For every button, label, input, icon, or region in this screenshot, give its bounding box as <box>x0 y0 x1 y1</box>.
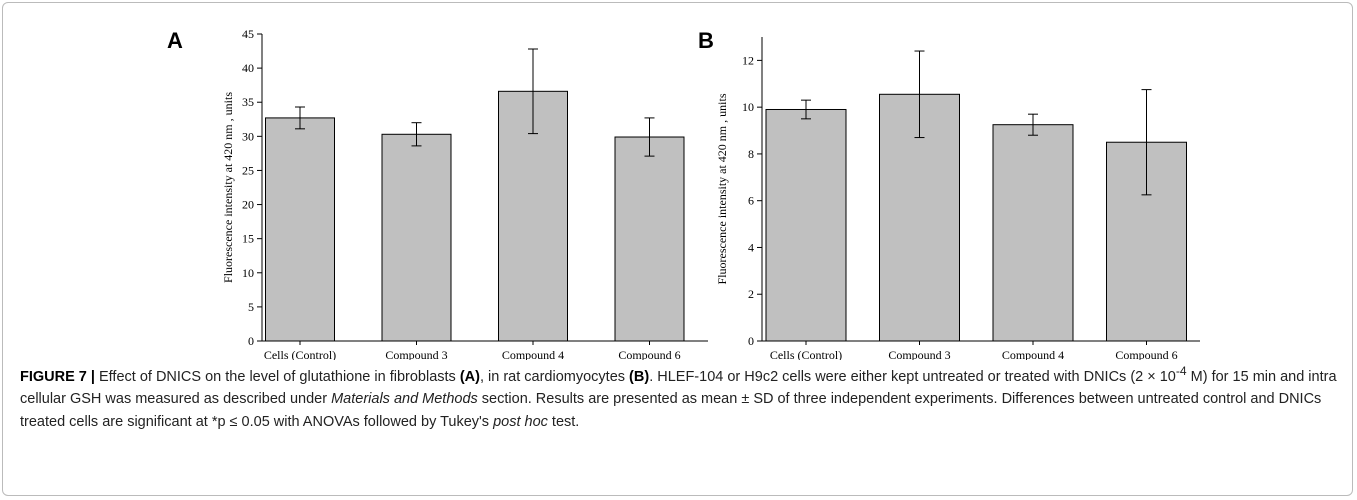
y-axis-label: Fluorescence intensity at 420 nm , units <box>715 93 729 284</box>
x-tick-label: Compound 6 <box>1115 348 1177 360</box>
y-tick-label: 35 <box>242 95 254 109</box>
caption-text: . HLEF-104 or H9c2 cells were either kep… <box>649 368 1176 385</box>
caption-label: FIGURE 7 | <box>20 368 95 385</box>
panel-label: B <box>698 28 714 53</box>
y-tick-label: 30 <box>242 129 254 143</box>
y-tick-label: 10 <box>742 100 754 114</box>
y-tick-label: 25 <box>242 163 254 177</box>
y-tick-label: 20 <box>242 198 254 212</box>
y-tick-label: 10 <box>242 266 254 280</box>
x-tick-label: Compound 4 <box>502 348 564 360</box>
y-tick-label: 40 <box>242 61 254 75</box>
caption-text: Effect of DNICS on the level of glutathi… <box>94 368 460 385</box>
caption-text: section. Results are presented as mean ±… <box>20 391 1322 430</box>
bar <box>765 108 847 342</box>
bar <box>614 136 685 342</box>
y-tick-label: 8 <box>748 147 754 161</box>
bar <box>265 117 335 342</box>
y-tick-label: 2 <box>748 287 754 301</box>
caption-ref: (B) <box>629 368 650 385</box>
x-tick-label: Compound 6 <box>618 348 680 360</box>
bar <box>992 124 1074 342</box>
x-tick-label: Compound 4 <box>1002 348 1064 360</box>
y-tick-label: 45 <box>242 27 254 41</box>
x-tick-label: Compound 3 <box>888 348 950 360</box>
charts: A Fluorescence intensity at 420 nm , unit… <box>167 27 1200 360</box>
y-tick-label: 0 <box>748 334 754 348</box>
x-tick-label: Cells (Control) <box>264 348 336 360</box>
caption-italic: Materials and Methods <box>331 391 478 408</box>
caption: FIGURE 7 | Effect of DNICS on the level … <box>20 360 1340 433</box>
caption-italic: post hoc <box>493 413 548 430</box>
x-tick-label: Cells (Control) <box>770 348 842 360</box>
caption-sup: -4 <box>1175 364 1187 378</box>
caption-text: M) for 15 min and intra cellular GSH was… <box>20 368 1337 408</box>
y-tick-label: 5 <box>248 300 254 314</box>
y-axis-label: Fluorescence intensity at 420 nm , units <box>221 92 235 283</box>
y-tick-label: 12 <box>742 53 754 67</box>
caption-text: test. <box>547 413 580 430</box>
bar <box>381 133 452 342</box>
x-tick-label: Compound 3 <box>385 348 447 360</box>
y-tick-label: 15 <box>242 232 254 246</box>
y-tick-label: 6 <box>748 194 754 208</box>
y-tick-label: 4 <box>748 240 754 254</box>
caption-ref: (A) <box>459 368 480 385</box>
y-tick-label: 0 <box>248 334 254 348</box>
panel-label: A <box>167 28 183 53</box>
caption-text: , in rat cardiomyocytes <box>479 368 630 385</box>
